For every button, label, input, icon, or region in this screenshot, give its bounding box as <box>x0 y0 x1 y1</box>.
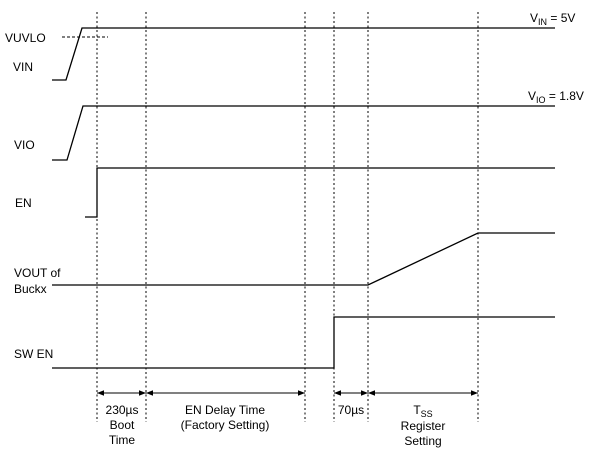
label-vin: VIN <box>13 60 33 74</box>
svg-text:EN Delay Time: EN Delay Time <box>185 403 265 417</box>
label-vout-line2: Buckx <box>14 282 47 296</box>
vin-waveform <box>52 27 555 81</box>
svg-text:230µs: 230µs <box>106 403 139 417</box>
svg-text:(Factory Setting): (Factory Setting) <box>181 418 270 432</box>
caption-70us: 70µs <box>338 403 364 417</box>
caption-boot: 230µs Boot Time <box>106 403 139 447</box>
label-vuvlo: VUVLO <box>5 31 46 45</box>
swen-waveform <box>52 316 555 369</box>
label-en: EN <box>15 196 32 210</box>
vout-waveform <box>52 232 555 286</box>
en-waveform <box>85 167 555 218</box>
label-vout-line1: VOUT of <box>14 266 61 280</box>
svg-text:TSS: TSS <box>413 403 432 419</box>
label-vio: VIO <box>14 138 35 152</box>
svg-text:Boot: Boot <box>110 418 135 432</box>
level-vin: VIN = 5V <box>530 11 575 27</box>
level-vio: VIO = 1.8V <box>528 89 584 105</box>
svg-text:Register: Register <box>401 419 446 433</box>
label-swen: SW EN <box>14 347 53 361</box>
svg-text:70µs: 70µs <box>338 403 364 417</box>
caption-tss: TSS Register Setting <box>401 403 446 448</box>
svg-text:Time: Time <box>109 433 136 447</box>
caption-en-delay: EN Delay Time (Factory Setting) <box>181 403 270 432</box>
time-markers <box>96 12 479 422</box>
vio-waveform <box>52 105 555 161</box>
svg-text:Setting: Setting <box>404 434 441 448</box>
